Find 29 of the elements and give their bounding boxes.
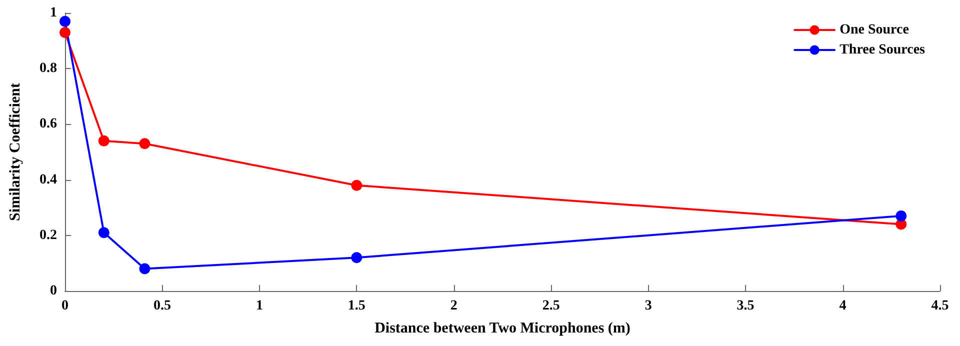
- x-axis-title: Distance between Two Microphones (m): [374, 320, 630, 336]
- y-tick-label: 0.2: [40, 228, 57, 243]
- point: [896, 210, 907, 222]
- point: [139, 263, 150, 274]
- x-tick-label: 4: [839, 298, 846, 314]
- x-tick-label: 3: [644, 298, 652, 314]
- x-tick-label: 3.5: [736, 298, 754, 314]
- y-tick-label: 1: [50, 6, 57, 20]
- x-tick-label: 0.5: [153, 298, 171, 314]
- y-tick-label: 0: [50, 284, 57, 298]
- legend-label: One Source: [840, 22, 909, 38]
- legend-label: Three Sources: [840, 42, 926, 58]
- point: [139, 138, 150, 150]
- point: [60, 26, 70, 38]
- y-tick-label: 0.6: [40, 116, 57, 132]
- x-tick-label: 1.5: [348, 298, 366, 314]
- point: [98, 227, 110, 238]
- y-axis-title: Similarity Coefficient: [8, 83, 24, 221]
- point: [98, 135, 110, 146]
- x-tick-label: 4.5: [931, 298, 949, 314]
- x-tick-label: 0: [62, 298, 68, 314]
- point: [351, 180, 362, 191]
- point: [60, 16, 70, 27]
- x-tick-label: 2: [450, 298, 458, 314]
- y-tick-label: 0.4: [40, 172, 57, 188]
- x-tick-label: 2.5: [542, 298, 560, 314]
- x-tick-label: 1: [256, 298, 263, 314]
- y-tick-label: 0.8: [40, 61, 57, 76]
- point: [351, 252, 362, 264]
